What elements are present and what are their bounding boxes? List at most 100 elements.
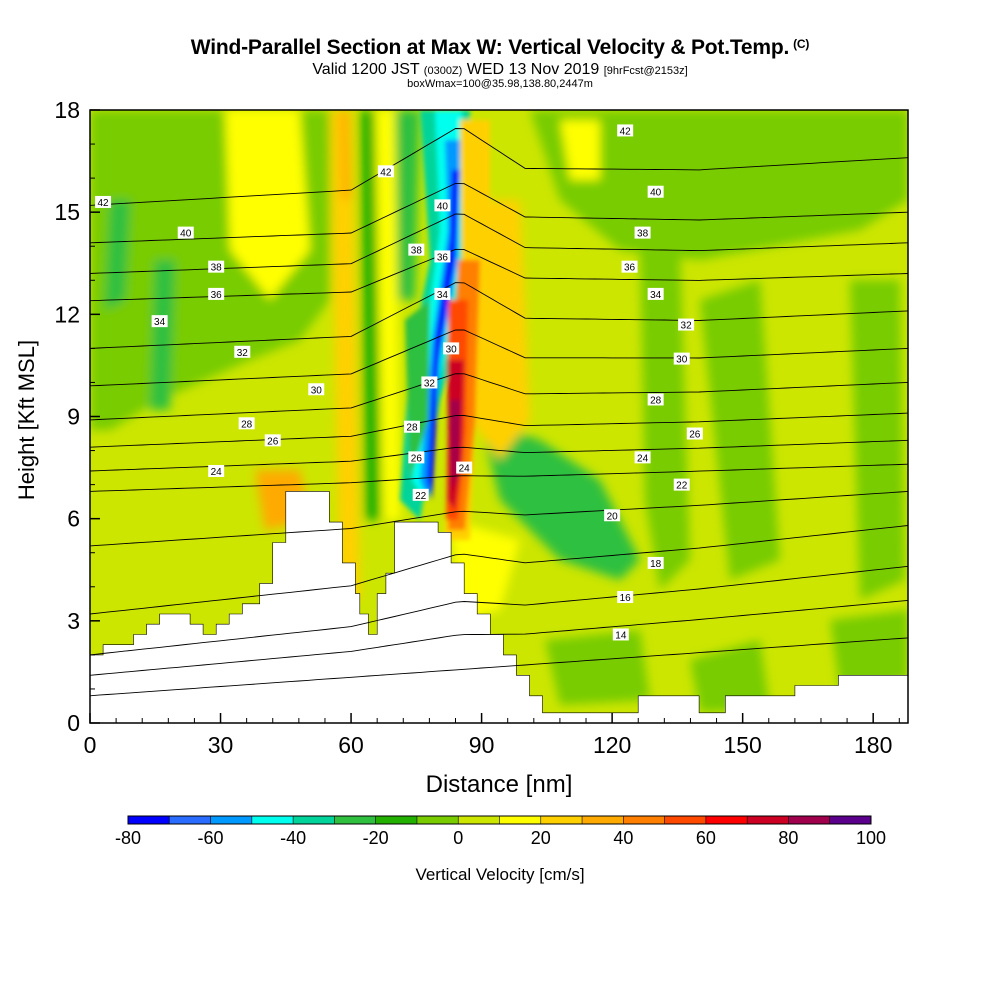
terrain-mask [90,491,908,723]
isentrope-label: 24 [634,451,651,464]
isentrope-label: 36 [208,287,225,301]
colorbar: -80 -60 -40 -20 0 20 40 60 80 100 [115,815,886,848]
isentrope-label-text: 28 [650,395,662,406]
isentrope-label: 34 [434,287,451,301]
x-tick-label: 120 [593,732,631,758]
isentrope-label-text: 32 [237,348,249,359]
isentrope-label: 20 [604,509,621,522]
colorbar-swatch [210,816,253,824]
isentrope-22 [90,490,908,547]
colorbar-swatch [582,816,624,824]
isentrope-label-box [678,318,695,331]
isentrope-label-box [617,124,634,137]
colorbar-swatch [416,816,459,824]
isentrope-label-box [208,260,225,273]
isentrope-label-text: 26 [267,436,279,447]
isentrope-label-box [408,451,425,464]
isentrope-label-box [647,185,664,198]
isentrope-label: 40 [647,185,664,199]
isentrope-label-box [673,478,690,491]
colorbar-tick-label: -20 [363,828,389,848]
y-tick-label: 9 [67,404,80,430]
y-tick-label: 12 [54,301,80,327]
isentrope-label-box [177,226,194,239]
isentrope-label-text: 24 [459,464,471,475]
x-tick-label: 60 [338,732,364,758]
colorbar-swatch [540,816,583,824]
colorbar-tick-label: -60 [198,828,224,848]
isentrope-label: 28 [647,393,664,406]
isentrope-label-box [604,509,621,522]
isentrope-label-box [456,461,473,474]
isentrope-label-box [238,417,255,430]
isentrope-label-text: 36 [624,263,636,274]
isentrope-label: 34 [151,315,168,328]
isentrope-label-text: 30 [446,344,458,355]
isentrope-label-box [673,352,690,365]
isentrope-label: 34 [647,287,664,301]
isentrope-36 [90,248,908,302]
vertical-velocity-field: 42 40 38 36 34 32 30 28 26 24 42 40 38 36 34 30 32 28 26 24… [90,110,908,723]
isentrope-14 [90,637,908,697]
isentrope-label-box [208,287,225,300]
isentrope-label-text: 36 [211,290,223,301]
colorbar-swatch [169,816,212,824]
isentrope-label: 32 [421,376,438,389]
isentrope-label-text: 40 [650,188,662,199]
isentrope-label-box [621,260,638,273]
isentrope-label-text: 34 [154,317,166,328]
x-axis-label: Distance [nm] [426,771,573,798]
isentrope-28 [90,412,908,448]
colorbar-swatch [499,816,542,824]
isentrope-label-box [612,628,629,641]
colorbar-tick-label: 80 [778,828,798,848]
colorbar-label: Vertical Velocity [cm/s] [415,865,584,884]
isentrope-label-text: 26 [689,430,701,441]
isentrope-label-text: 42 [620,126,632,137]
colorbar-swatch [747,816,789,824]
isentrope-32 [90,329,908,387]
colorbar-tick-label: 60 [696,828,716,848]
isentrope-label-box [617,590,634,603]
subtitle-valid: Valid 1200 JST [312,61,420,78]
isentrope-label-box [421,376,438,389]
isentrope-26 [90,439,908,472]
isentrope-label-box [264,434,281,447]
isentrope-label: 18 [647,556,664,570]
isentrope-label-text: 40 [180,229,192,240]
colorbar-tick-label: -80 [115,828,141,848]
isentrope-label-text: 28 [241,419,253,430]
isentrope-label-box [647,287,664,300]
subtitle-utc: (0300Z) [423,65,463,77]
x-tick-label: 150 [723,732,761,758]
isentrope-label-box [308,383,325,396]
isentrope-label-box [208,464,225,477]
isentrope-label: 14 [612,628,629,641]
isentrope-label-text: 22 [676,481,688,492]
chart-title-text: Wind-Parallel Section at Max W: Vertical… [190,36,790,59]
colorbar-tick-label: 20 [531,828,551,848]
isentrope-lines [90,128,908,697]
isentrope-label-text: 30 [311,385,323,396]
isentrope-label-text: 34 [650,290,662,301]
y-tick-label: 15 [54,199,80,225]
isentrope-label: 38 [208,260,225,274]
isentrope-label-box [377,165,394,178]
isentrope-label-text: 36 [437,252,449,263]
subtitle-date: WED 13 Nov 2019 [466,61,600,78]
isentrope-label-text: 32 [424,378,436,389]
isentrope-label: 16 [617,590,634,604]
isentrope-label-text: 14 [615,630,627,641]
isentrope-34 [90,282,908,349]
isentrope-label: 42 [95,195,112,209]
colorbar-swatch [128,816,170,824]
y-tick-label: 0 [67,710,80,736]
isentrope-label: 24 [208,464,225,478]
isentrope-label-box [434,199,451,212]
y-tick-label: 6 [67,506,80,532]
isentrope-label-box [443,342,460,355]
isentrope-24 [90,463,908,492]
y-axis-label: Height [Kft MSL] [14,340,39,500]
isentrope-label-text: 42 [380,167,392,178]
colorbar-swatch [788,816,831,824]
